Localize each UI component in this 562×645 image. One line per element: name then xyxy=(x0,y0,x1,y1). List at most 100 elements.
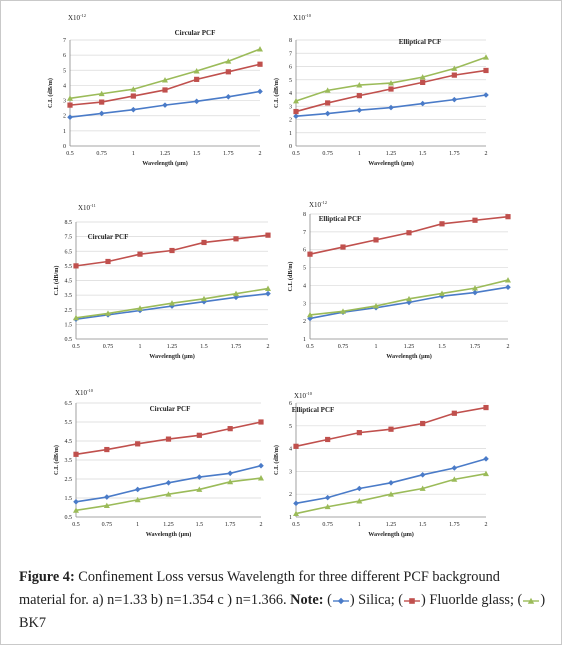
chart-4-y-tick-label: 5 xyxy=(303,266,306,272)
chart-1-bk7-point xyxy=(257,46,263,52)
chart-3-bk7-point xyxy=(137,305,143,311)
legend-bk7-label: ) BK7 xyxy=(19,592,546,631)
chart-6-y-tick-label: 1 xyxy=(289,515,292,521)
chart-2-silica-point xyxy=(483,92,489,98)
chart-4-fluoride-point xyxy=(307,251,313,257)
chart-3-x-tick-label: 1.5 xyxy=(200,344,208,350)
chart-1-fluoride-point xyxy=(67,102,73,108)
note-label: Note: xyxy=(290,592,324,608)
chart-4-silica-point xyxy=(307,315,313,322)
chart-1-x-axis-label: Wavelength (μm) xyxy=(142,160,188,167)
chart-4-bk7-point xyxy=(307,311,313,318)
chart-1-bk7-point xyxy=(98,90,105,97)
chart-6-bk7-point xyxy=(293,510,299,516)
legend-fluoride-icon xyxy=(404,597,421,604)
chart-6-silica-point xyxy=(451,465,458,471)
chart-5-exponent-label: X10-10 xyxy=(75,388,94,397)
chart-4-fluoride-point xyxy=(472,217,478,223)
chart-3-y-tick-label: 8.5 xyxy=(65,220,73,226)
chart-4-y-tick-label: 8 xyxy=(303,212,306,218)
chart-6-bk7-point xyxy=(451,476,458,482)
chart-6-y-tick-label: 2 xyxy=(289,492,292,498)
chart-4-x-tick-label: 0.75 xyxy=(338,344,349,350)
chart-3-bk7-point xyxy=(73,314,79,321)
chart-1-bk7-point xyxy=(67,95,73,101)
chart-2-silica-point xyxy=(293,113,299,119)
chart-6-x-tick-label: 1.75 xyxy=(449,522,460,528)
chart-2-y-tick-label: 8 xyxy=(289,38,292,44)
chart-4-y-tick-label: 3 xyxy=(303,301,306,307)
chart-6-x-tick-label: 0.75 xyxy=(322,522,333,528)
chart-2-bk7-point xyxy=(324,87,331,93)
chart-6-y-tick-label: 5 xyxy=(289,424,292,430)
chart-1-x-tick-label: 0.5 xyxy=(66,151,74,157)
chart-6-bk7-point xyxy=(356,498,363,504)
chart-6-x-tick-label: 2 xyxy=(485,522,488,528)
chart-4-y-tick-label: 1 xyxy=(303,337,306,343)
chart-2-silica-point xyxy=(419,100,426,107)
chart-4-bk7-point xyxy=(472,285,478,291)
chart-2-y-tick-label: 3 xyxy=(289,104,292,110)
chart-3-fluoride-point xyxy=(169,247,175,254)
chart-2-x-tick-label: 0.75 xyxy=(322,151,333,157)
chart-5-x-tick-label: 1.25 xyxy=(163,522,174,528)
chart-5-bk7-point xyxy=(165,491,172,497)
chart-2-exponent-label: X10-10 xyxy=(293,13,312,22)
chart-6-silica-point xyxy=(483,456,489,462)
chart-4-x-tick-label: 2 xyxy=(507,344,510,350)
chart-2-bk7-point xyxy=(388,80,394,86)
chart-3-y-tick-label: 4.5 xyxy=(65,279,73,285)
chart-5-silica-point xyxy=(196,474,203,480)
chart-4-y-axis-label: C.L (dB/m) xyxy=(287,262,294,292)
chart-5-fluoride-point xyxy=(104,446,110,453)
chart-6-fluoride-point xyxy=(293,443,299,449)
chart-5-title: Circular PCF xyxy=(150,405,191,413)
chart-2-fluoride-point xyxy=(420,79,426,85)
chart-5-bk7-point xyxy=(103,502,110,508)
chart-3-x-tick-label: 1.25 xyxy=(167,344,178,350)
chart-4-fluoride-point xyxy=(340,244,346,250)
chart-6-fluoride-point xyxy=(483,404,489,411)
caption-text: Confinement Loss versus Wavelength for t… xyxy=(19,569,500,608)
chart-6-silica-point xyxy=(356,485,363,492)
chart-1-bk7-point xyxy=(225,58,232,64)
chart-3-x-tick-label: 1 xyxy=(139,344,142,350)
chart-5-fluoride-point xyxy=(135,441,141,447)
chart-3-bk7-point xyxy=(201,295,207,302)
chart-2-silica-point xyxy=(388,104,394,111)
chart-3-y-tick-label: 1.5 xyxy=(65,322,73,328)
chart-3-y-tick-label: 7.5 xyxy=(65,235,73,241)
chart-1-silica-point xyxy=(193,98,200,105)
chart-4-y-tick-label: 4 xyxy=(303,283,306,289)
chart-6-fluoride-point xyxy=(356,430,362,436)
chart-4-x-axis-label: Wavelength (μm) xyxy=(386,353,432,360)
chart-3-x-tick-label: 1.75 xyxy=(231,344,242,350)
chart-2-silica-point xyxy=(451,96,458,103)
chart-5-bk7-point xyxy=(73,507,79,513)
chart-5-silica-point xyxy=(134,486,141,493)
chart-2-y-axis-label: C.L (dB/m) xyxy=(273,78,280,108)
chart-5-y-tick-label: 4.5 xyxy=(65,439,73,445)
chart-2-y-tick-label: 1 xyxy=(289,131,292,137)
chart-1-silica-point xyxy=(98,110,105,117)
chart-2-y-tick-label: 6 xyxy=(289,65,292,71)
chart-3-fluoride-point xyxy=(265,232,271,238)
legend-silica-icon xyxy=(332,597,349,604)
chart-5-silica-point xyxy=(227,470,233,477)
chart-2-fluoride-point xyxy=(388,86,394,92)
chart-4-x-tick-label: 0.5 xyxy=(306,344,314,350)
chart-5-y-tick-label: 2.5 xyxy=(65,477,73,483)
chart-1-y-tick-label: 2 xyxy=(63,114,66,120)
chart-5-y-tick-label: 3.5 xyxy=(65,458,73,464)
chart-2-fluoride-point xyxy=(451,72,457,78)
chart-1-silica-point xyxy=(130,106,137,113)
chart-2-silica-point xyxy=(356,107,363,114)
chart-2-bk7-point xyxy=(293,97,299,104)
chart-6-bk7-point xyxy=(324,503,331,510)
chart-2-bk7-line xyxy=(295,56,487,102)
chart-2-y-tick-label: 7 xyxy=(289,51,292,57)
chart-6-silica-point xyxy=(293,500,299,507)
chart-6-title: Elliptical PCF xyxy=(292,406,335,414)
chart-5-bk7-point xyxy=(196,486,203,492)
charts-canvas: 0 1 2 3 4 5 6 7 0.5 0.75 1 1.25 1.5 1.75 2 Wavelength (… xyxy=(47,13,511,538)
